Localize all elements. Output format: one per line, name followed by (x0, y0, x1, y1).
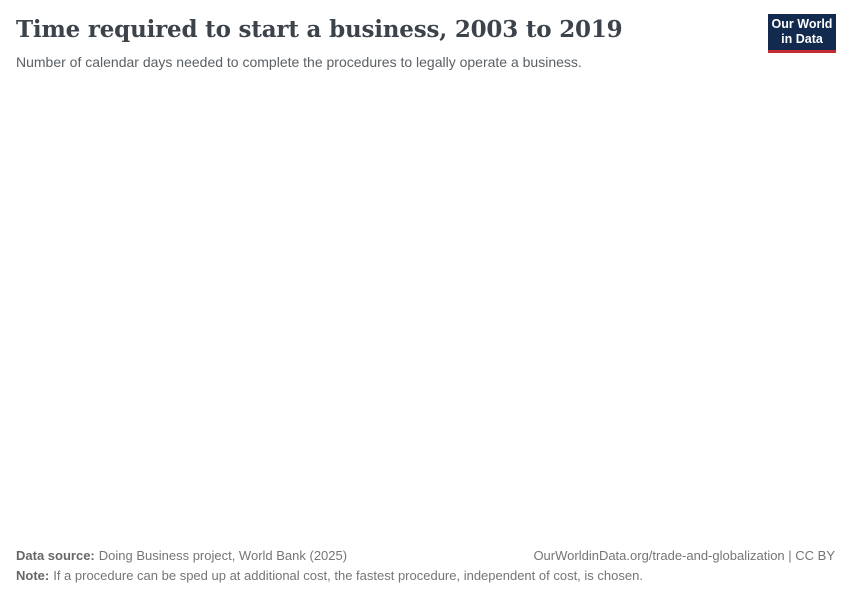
chart-title: Time required to start a business, 2003 … (16, 16, 623, 43)
chart-footer: Data source: Doing Business project, Worl… (16, 546, 835, 586)
data-source-line: Data source: Doing Business project, Worl… (16, 546, 347, 566)
owid-logo-line2: in Data (781, 32, 823, 46)
note-text: If a procedure can be sped up at additio… (53, 568, 643, 583)
owid-logo-line1: Our World (771, 17, 833, 31)
owid-logo[interactable]: Our World in Data (768, 14, 836, 53)
data-source-label: Data source: (16, 548, 95, 563)
chart-plot-area (0, 84, 850, 538)
chart-header: Time required to start a business, 2003 … (16, 16, 750, 71)
chart-subtitle: Number of calendar days needed to comple… (16, 54, 582, 70)
note-line: Note: If a procedure can be sped up at ad… (16, 566, 835, 586)
note-label: Note: (16, 568, 50, 583)
data-source-value[interactable]: Doing Business project, World Bank (2025… (98, 548, 348, 563)
citation-link[interactable]: OurWorldinData.org/trade-and-globalizati… (533, 548, 835, 563)
